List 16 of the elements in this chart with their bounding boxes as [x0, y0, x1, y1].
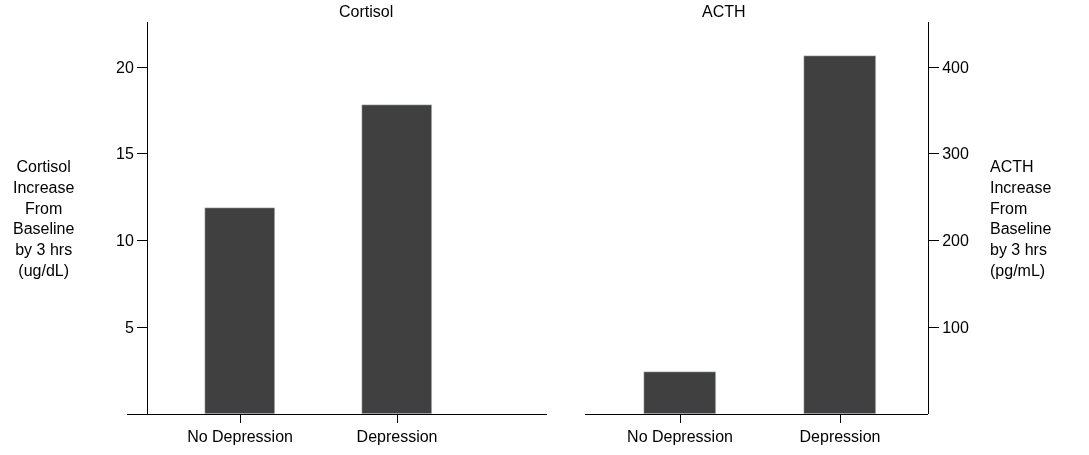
y2-tick-label: 100: [942, 318, 969, 336]
x-tick-label: Depression: [799, 428, 881, 446]
x-tick-label: No Depression: [627, 428, 733, 446]
x-tick-label: No Depression: [187, 428, 293, 446]
y-tick-label: 10: [116, 232, 134, 250]
x-tick-label: Depression: [356, 428, 438, 446]
y-tick-label: 20: [116, 58, 134, 76]
y2-axis-title: ACTH Increase From Baseline by 3 hrs (pg/mL): [990, 158, 1052, 279]
y-tick-label: 5: [124, 318, 134, 336]
y2-tick-label: 300: [942, 145, 969, 163]
y2-tick-label: 400: [942, 58, 969, 76]
chart-title: Cortisol: [339, 3, 394, 20]
y-axis-title: Cortisol Increase From Baseline by 3 hrs (ug/dL): [13, 158, 75, 279]
y-tick-label: 15: [116, 145, 134, 163]
y2-tick-label: 200: [942, 232, 969, 250]
chart-title: ACTH: [702, 3, 746, 20]
